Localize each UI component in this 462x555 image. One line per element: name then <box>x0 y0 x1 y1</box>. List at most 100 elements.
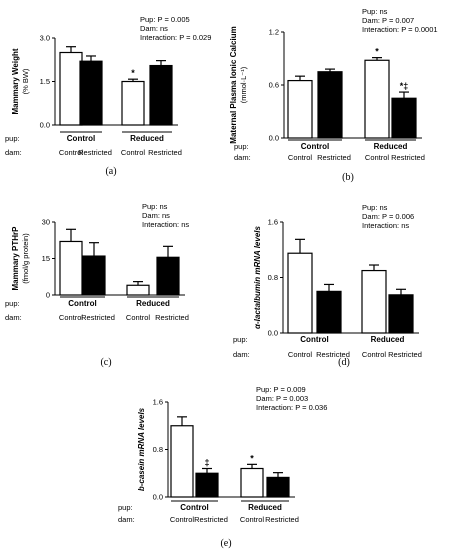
chart4-y-tick-label: 0.8 <box>268 273 278 282</box>
chart3-y-tick-label: 15 <box>42 254 50 263</box>
chart5-significance-mark: ‡ <box>204 458 209 468</box>
chart2-bar-4 <box>391 97 417 139</box>
chart4-dam-restricted-1: Restricted <box>316 350 350 359</box>
chart2-bar-3 <box>364 59 390 139</box>
chart2-row-pup: pup: <box>234 142 249 151</box>
chart3-panel-label: (c) <box>100 357 111 368</box>
chart2-row-dam: dam: <box>234 153 251 162</box>
chart4-stat-dam: Dam: P = 0.006 <box>362 212 414 221</box>
chart4-dam-control-2: Control <box>362 350 387 359</box>
chart5-dam-restricted-1: Restricted <box>194 515 228 524</box>
chart4-group-control: Control <box>300 335 328 344</box>
chart2-bar-1 <box>287 79 313 139</box>
chart3-stat-dam: Dam: ns <box>142 211 170 220</box>
chart2-stat-interaction: Interaction: P = 0.0001 <box>362 25 438 34</box>
chart3-bar-3 <box>126 284 150 296</box>
chart3-dam-restricted-1: Restricted <box>81 313 115 322</box>
chart2-stat-pup: Pup: ns <box>362 7 388 16</box>
chart5-bar-4 <box>266 476 290 498</box>
chart5-bar-1 <box>170 425 194 498</box>
chart1-row-pup: pup: <box>5 134 20 143</box>
chart1-stat-dam: Dam: ns <box>140 24 168 33</box>
chart1-y-tick-label: 3.0 <box>40 34 50 43</box>
chart4-row-dam: dam: <box>233 350 250 359</box>
chart3-ylabel: Mammary PTHrP <box>11 226 20 291</box>
chart4-bar-2 <box>316 290 342 334</box>
chart5-stat-pup: Pup: P = 0.009 <box>256 385 306 394</box>
chart3-y-tick-label: 30 <box>42 218 50 227</box>
chart5-dam-control-2: Control <box>240 515 265 524</box>
chart1-group-reduced: Reduced <box>130 134 164 143</box>
chart2-y-tick-label: 0.0 <box>269 134 279 143</box>
chart1-stat-pup: Pup: P = 0.005 <box>140 15 190 24</box>
chart3-bar-2 <box>82 255 106 296</box>
chart4-bar-4 <box>388 294 414 334</box>
chart1-significance-mark: * <box>131 68 135 78</box>
chart2-group-control: Control <box>301 142 329 151</box>
chart2-dam-restricted-2: Restricted <box>391 153 425 162</box>
chart2-significance-mark: *‡ <box>400 81 409 91</box>
chart3-bar-1 <box>59 240 83 296</box>
chart1-y-tick-label: 1.5 <box>40 77 50 86</box>
chart5-group-reduced: Reduced <box>248 503 282 512</box>
chart2-ylabel: Maternal Plasma Ionic Calcium <box>229 26 238 143</box>
chart1-dam-control-1: Control <box>59 148 84 157</box>
chart4-bar-1 <box>287 252 313 334</box>
chart5-stat-dam: Dam: P = 0.003 <box>256 394 308 403</box>
chart5-bar-3 <box>240 467 264 498</box>
chart1-bar-1 <box>59 51 83 126</box>
chart1-y-tick-label: 0.0 <box>40 121 50 130</box>
chart5-y-tick-label: 0.8 <box>153 445 163 454</box>
chart5-dam-control-1: Control <box>170 515 195 524</box>
chart1-ylabel: Mammary Weight <box>11 48 20 114</box>
chart3-row-pup: pup: <box>5 299 20 308</box>
chart2-panel-label: (b) <box>342 172 354 183</box>
chart3-dam-restricted-2: Restricted <box>155 313 189 322</box>
chart3-dam-control-2: Control <box>126 313 151 322</box>
chart3-stat-pup: Pup: ns <box>142 202 168 211</box>
chart4-row-pup: pup: <box>233 335 248 344</box>
chart4-dam-restricted-2: Restricted <box>388 350 422 359</box>
chart3-ylabel-unit: (fmol/g protein) <box>21 233 30 284</box>
chart4-y-tick-label: 1.6 <box>268 218 278 227</box>
chart2-stat-dam: Dam: P = 0.007 <box>362 16 414 25</box>
chart3-group-control: Control <box>68 299 96 308</box>
chart3-y-tick-label: 0 <box>46 291 50 300</box>
chart4-ylabel: α-lactalbumin mRNA levels <box>253 225 262 328</box>
chart2-dam-restricted-1: Restricted <box>317 153 351 162</box>
chart1-dam-restricted-2: Restricted <box>148 148 182 157</box>
chart1-ylabel-unit: (% BW) <box>21 68 30 94</box>
chart4-y-tick-label: 0.0 <box>268 329 278 338</box>
chart5-ylabel: b-casein mRNA levels <box>137 407 146 491</box>
chart5-bar-2 <box>195 472 219 498</box>
chart5-row-pup: pup: <box>118 503 133 512</box>
chart1-panel-label: (a) <box>105 166 116 177</box>
chart1-bar-3 <box>121 80 145 126</box>
chart1-dam-control-2: Control <box>121 148 146 157</box>
chart4-stat-interaction: Interaction: ns <box>362 221 409 230</box>
chart2-significance-mark: * <box>375 47 379 57</box>
chart5-panel-label: (e) <box>220 538 231 549</box>
chart2-bar-2 <box>317 71 343 139</box>
chart3-bar-4 <box>156 256 180 296</box>
chart1-bar-4 <box>149 64 173 126</box>
chart4-stat-pup: Pup: ns <box>362 203 388 212</box>
chart5-y-tick-label: 1.6 <box>153 398 163 407</box>
chart5-row-dam: dam: <box>118 515 135 524</box>
chart3-group-reduced: Reduced <box>136 299 170 308</box>
chart2-group-reduced: Reduced <box>374 142 408 151</box>
chart1-dam-restricted-1: Restricted <box>78 148 112 157</box>
chart4-bar-3 <box>361 269 387 334</box>
chart1-row-dam: dam: <box>5 148 22 157</box>
chart3-stat-interaction: Interaction: ns <box>142 220 189 229</box>
chart1-group-control: Control <box>67 134 95 143</box>
chart4-group-reduced: Reduced <box>371 335 405 344</box>
chart2-y-tick-label: 0.6 <box>269 81 279 90</box>
chart2-y-tick-label: 1.2 <box>269 28 279 37</box>
chart5-stat-interaction: Interaction: P = 0.036 <box>256 403 327 412</box>
chart2-dam-control-1: Control <box>288 153 313 162</box>
chart5-dam-restricted-2: Restricted <box>265 515 299 524</box>
chart3-dam-control-1: Control <box>59 313 84 322</box>
chart4-panel-label: (d) <box>338 357 350 368</box>
